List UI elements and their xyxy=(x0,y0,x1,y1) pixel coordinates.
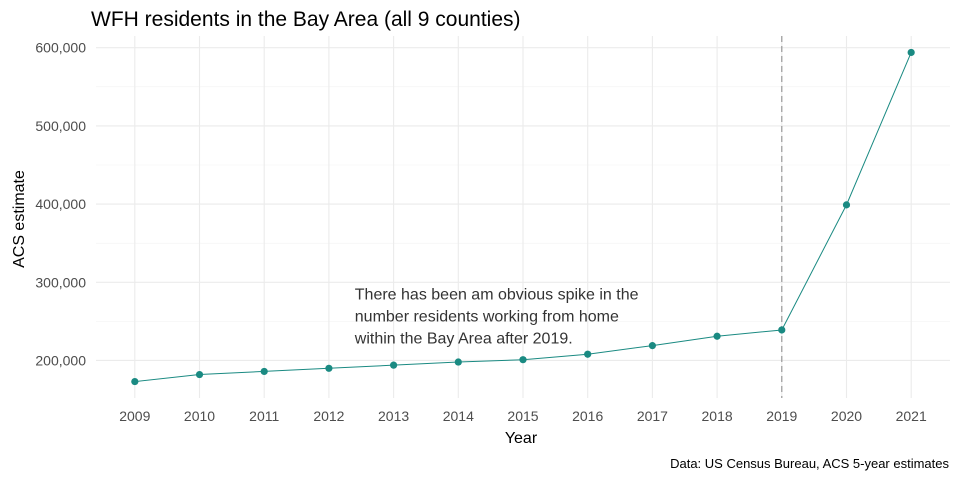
x-axis-ticks: 2009 2010 2011 2012 2013 2014 2015 2016 2017 2018… xyxy=(119,408,927,424)
annotation-line: There has been am obvious spike in the xyxy=(355,286,639,303)
annotation: There has been am obvious spike in the nu… xyxy=(354,286,639,347)
y-tick-label: 500,000 xyxy=(35,118,86,134)
points-group xyxy=(131,48,915,386)
data-point-2015 xyxy=(519,356,527,364)
data-point-2019 xyxy=(778,326,786,334)
y-axis-title: ACS estimate xyxy=(11,170,28,268)
data-point-2018 xyxy=(713,332,721,340)
x-tick-label: 2012 xyxy=(313,408,344,424)
y-tick-label: 300,000 xyxy=(35,274,86,290)
data-point-2016 xyxy=(584,350,592,358)
data-point-2017 xyxy=(648,342,656,350)
data-point-2013 xyxy=(390,361,398,369)
data-point-2014 xyxy=(454,358,462,366)
annotation-line: within the Bay Area after 2019. xyxy=(354,330,573,347)
x-tick-label: 2016 xyxy=(572,408,603,424)
y-tick-label: 400,000 xyxy=(35,196,86,212)
data-point-2011 xyxy=(260,367,268,376)
chart-title: WFH residents in the Bay Area (all 9 cou… xyxy=(91,8,521,31)
x-tick-label: 2021 xyxy=(896,408,927,424)
x-tick-label: 2020 xyxy=(831,408,862,424)
annotation-line: number residents working from home xyxy=(355,308,619,325)
chart-caption: Data: US Census Bureau, ACS 5-year estim… xyxy=(670,456,949,471)
y-axis-ticks: 200,000 300,000 400,000 500,000 600,000 xyxy=(35,40,86,369)
y-tick-label: 200,000 xyxy=(35,352,86,368)
x-tick-label: 2009 xyxy=(119,408,150,424)
x-tick-label: 2010 xyxy=(184,408,215,424)
data-point-2012 xyxy=(325,364,333,372)
x-axis-title: Year xyxy=(505,430,538,447)
x-tick-label: 2013 xyxy=(378,408,409,424)
x-tick-label: 2011 xyxy=(249,408,279,424)
data-point-2009 xyxy=(131,377,139,386)
x-tick-label: 2018 xyxy=(702,408,733,424)
data-point-2020 xyxy=(842,201,851,209)
x-tick-label: 2014 xyxy=(443,408,474,424)
grid xyxy=(96,36,950,398)
data-point-2021 xyxy=(907,48,915,57)
y-tick-label: 600,000 xyxy=(35,40,86,56)
data-point-2010 xyxy=(195,370,204,379)
x-tick-label: 2019 xyxy=(766,408,797,424)
x-tick-label: 2017 xyxy=(637,408,668,424)
x-tick-label: 2015 xyxy=(507,408,538,424)
